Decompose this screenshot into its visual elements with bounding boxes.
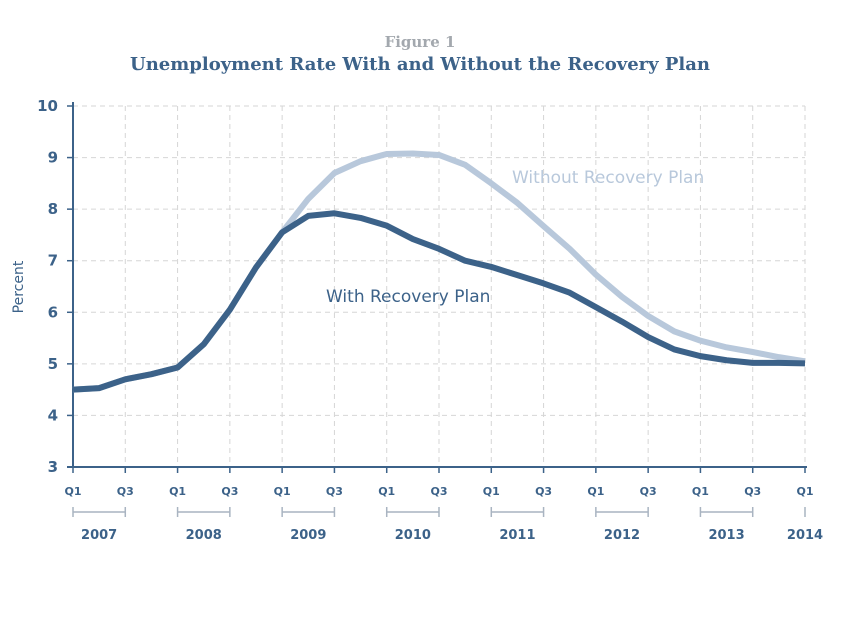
x-tick-label: Q3: [744, 485, 761, 498]
x-tick-label: Q3: [640, 485, 657, 498]
y-tick-label: 3: [48, 458, 58, 476]
x-tick-label: Q3: [117, 485, 134, 498]
year-label: 2007: [81, 528, 117, 543]
figure-label: Figure 1: [385, 33, 456, 51]
chart-title: Unemployment Rate With and Without the R…: [130, 54, 710, 75]
year-label: 2008: [186, 528, 222, 543]
y-tick-label: 10: [37, 97, 58, 115]
x-tick-label: Q1: [274, 485, 291, 498]
year-label: 2014: [787, 528, 823, 543]
y-tick-label: 8: [48, 200, 58, 218]
year-label: 2011: [499, 528, 535, 543]
x-tick-label: Q3: [430, 485, 447, 498]
series-label-without-recovery-plan: Without Recovery Plan: [512, 168, 704, 188]
y-tick-label: 9: [48, 149, 58, 167]
x-tick-label: Q3: [221, 485, 238, 498]
y-tick-label: 5: [48, 355, 58, 373]
year-label: 2010: [395, 528, 431, 543]
y-tick-label: 6: [48, 303, 58, 321]
x-tick-label: Q1: [378, 485, 395, 498]
axes: 3 4 5 6 7 8 9 10 Q1 Q3 Q1 Q3 Q1 Q3 Q1 Q3 Q1 Q3 Q1 Q3 Q1 Q3 Q1 2…: [37, 97, 823, 543]
x-tick-label: Q3: [326, 485, 343, 498]
year-label: 2009: [290, 528, 326, 543]
x-tick-label: Q1: [64, 485, 81, 498]
gridlines: [73, 105, 806, 467]
y-tick-label: 4: [48, 406, 58, 424]
year-label: 2013: [708, 528, 744, 543]
y-tick-label: 7: [48, 252, 58, 270]
x-tick-label: Q1: [169, 485, 186, 498]
year-label: 2012: [604, 528, 640, 543]
series-lines: [72, 150, 806, 393]
series-labels: Without Recovery Plan With Recovery Plan: [326, 168, 704, 307]
x-tick-label: Q3: [535, 485, 552, 498]
x-tick-label: Q1: [483, 485, 500, 498]
x-tick-label: Q1: [587, 485, 604, 498]
y-axis-label: Percent: [11, 260, 27, 313]
x-tick-label: Q1: [692, 485, 709, 498]
series-line-with-recovery-plan: [72, 210, 806, 393]
series-label-with-recovery-plan: With Recovery Plan: [326, 287, 490, 307]
x-tick-label: Q1: [796, 485, 813, 498]
